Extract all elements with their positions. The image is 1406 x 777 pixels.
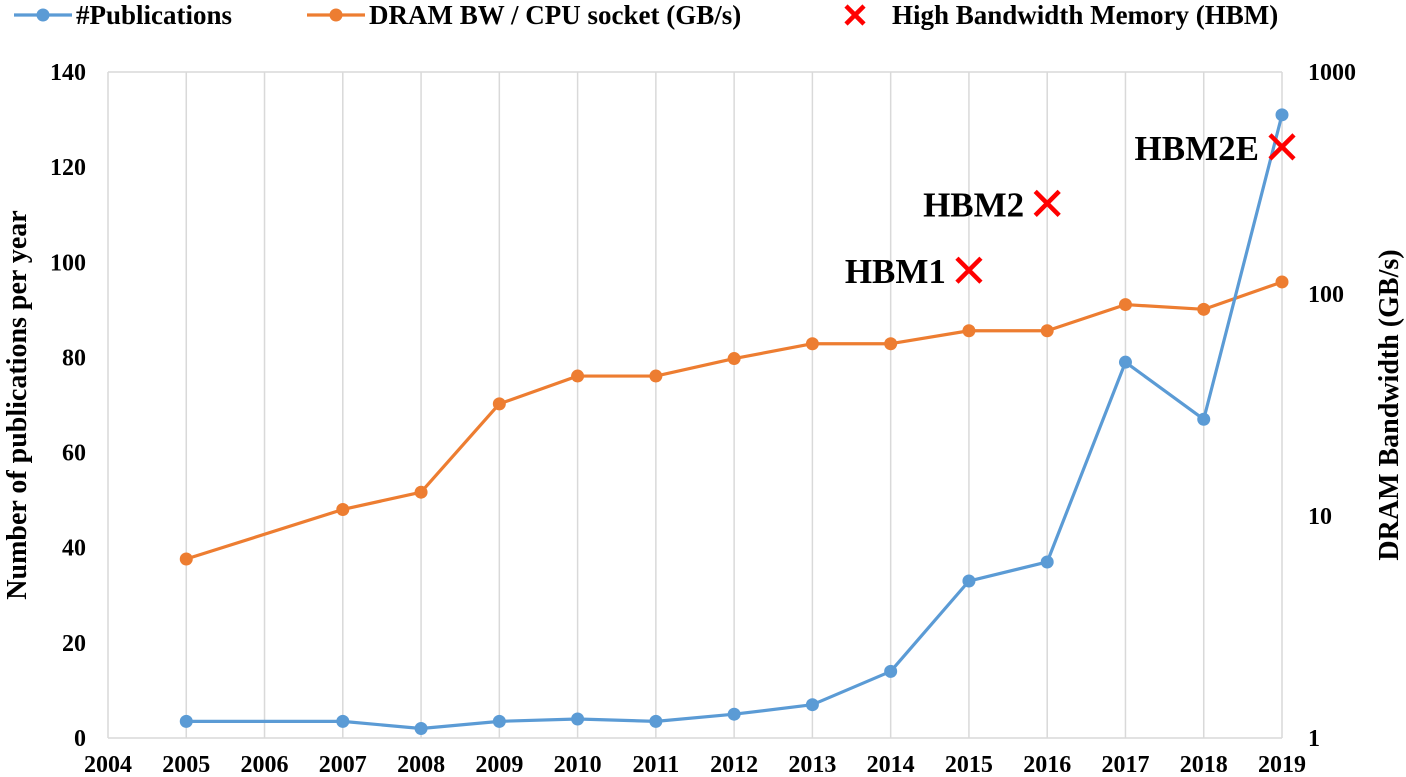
publications-point xyxy=(649,714,663,728)
dram-bw-point xyxy=(1275,275,1289,289)
dram-bw-line xyxy=(185,280,1283,561)
dram-bw-point xyxy=(179,552,193,566)
dram-bw-point xyxy=(414,485,428,499)
legend-publications-label: #Publications xyxy=(76,0,232,30)
dram-bw-point xyxy=(336,502,350,516)
hbm-label: HBM2E xyxy=(1135,129,1259,168)
x-tick-label: 2011 xyxy=(633,752,680,777)
x-marker-stroke xyxy=(1268,133,1296,161)
dram-bw-point xyxy=(962,324,976,338)
x-tick-label: 2017 xyxy=(1101,752,1149,777)
x-tick-label: 2018 xyxy=(1180,752,1228,777)
dram-bw-point xyxy=(727,352,741,366)
right-y-tick-label: 1 xyxy=(1308,726,1320,752)
legend-hbm-marker xyxy=(844,4,866,26)
right-y-tick-label: 1000 xyxy=(1308,60,1356,86)
left-y-tick-label: 120 xyxy=(50,155,86,181)
left-y-tick-label: 40 xyxy=(62,536,86,562)
left-y-axis-ticks: 0 20 40 60 80 100 120 140 xyxy=(50,60,86,752)
left-y-tick-label: 60 xyxy=(62,441,86,467)
publications-point xyxy=(962,574,976,588)
dram-bw-point xyxy=(1197,302,1211,316)
vertical-grid xyxy=(107,72,1283,738)
publications-point xyxy=(1118,355,1132,369)
legend-dram-marker xyxy=(329,8,343,22)
right-y-axis-title: DRAM Bandwidth (GB/s) xyxy=(1374,249,1405,560)
left-y-tick-label: 0 xyxy=(74,726,86,752)
x-tick-label: 2006 xyxy=(241,752,289,777)
legend-hbm-label: High Bandwidth Memory (HBM) xyxy=(892,0,1278,30)
series-layer: HBM1 HBM2 HBM2E xyxy=(179,108,1296,735)
x-marker-stroke xyxy=(955,256,983,284)
legend: #Publications DRAM BW / CPU socket (GB/s)… xyxy=(14,0,1278,30)
hbm-label: HBM2 xyxy=(923,185,1024,224)
dram-bw-point xyxy=(1040,324,1054,338)
right-y-tick-label: 10 xyxy=(1308,504,1332,530)
plot-area xyxy=(108,71,1282,739)
x-tick-label: 2012 xyxy=(710,752,758,777)
x-tick-label: 2013 xyxy=(788,752,836,777)
publications-point xyxy=(336,714,350,728)
legend-dram-label: DRAM BW / CPU socket (GB/s) xyxy=(369,0,741,30)
left-y-axis-title: Number of publications per year xyxy=(2,210,33,599)
hbm-marker xyxy=(955,256,983,284)
publications-point xyxy=(727,707,741,721)
publications-point xyxy=(414,721,428,735)
hbm-label: HBM1 xyxy=(845,252,946,291)
dram-bw-point xyxy=(571,369,585,383)
dram-bw-point xyxy=(1118,298,1132,312)
x-tick-label: 2019 xyxy=(1258,752,1306,777)
publications-point xyxy=(1275,108,1289,122)
publications-point xyxy=(805,698,819,712)
publications-line xyxy=(186,114,1284,731)
left-y-tick-label: 80 xyxy=(62,345,86,371)
dram-bw-point xyxy=(492,397,506,411)
x-tick-label: 2009 xyxy=(475,752,523,777)
left-y-tick-label: 140 xyxy=(50,60,86,86)
left-y-tick-label: 100 xyxy=(50,250,86,276)
x-tick-label: 2008 xyxy=(397,752,445,777)
hbm-marker xyxy=(1033,189,1061,217)
publications-point xyxy=(571,712,585,726)
x-tick-label: 2004 xyxy=(84,752,132,777)
right-y-tick-label: 100 xyxy=(1308,282,1344,308)
dram-bw-point xyxy=(884,337,898,351)
x-tick-label: 2014 xyxy=(867,752,915,777)
publications-point xyxy=(492,714,506,728)
x-axis-ticks: 2004 2005 2006 2007 2008 2009 2010 2011 2012 2013… xyxy=(84,752,1306,777)
x-tick-label: 2015 xyxy=(945,752,993,777)
left-y-tick-label: 20 xyxy=(62,631,86,657)
publications-point xyxy=(1197,412,1211,426)
x-tick-label: 2016 xyxy=(1023,752,1071,777)
x-tick-label: 2005 xyxy=(162,752,210,777)
x-marker-stroke xyxy=(1033,189,1061,217)
legend-publications-marker xyxy=(36,8,50,22)
dram-bw-point xyxy=(649,369,663,383)
publications-point xyxy=(179,714,193,728)
hbm-marker xyxy=(1268,133,1296,161)
x-tick-label: 2010 xyxy=(554,752,602,777)
right-y-axis-ticks: 1 10 100 1000 xyxy=(1308,60,1356,752)
publications-point xyxy=(884,664,898,678)
x-tick-label: 2007 xyxy=(319,752,367,777)
x-marker-stroke xyxy=(844,4,866,26)
publications-point xyxy=(1040,555,1054,569)
dram-bw-point xyxy=(805,337,819,351)
